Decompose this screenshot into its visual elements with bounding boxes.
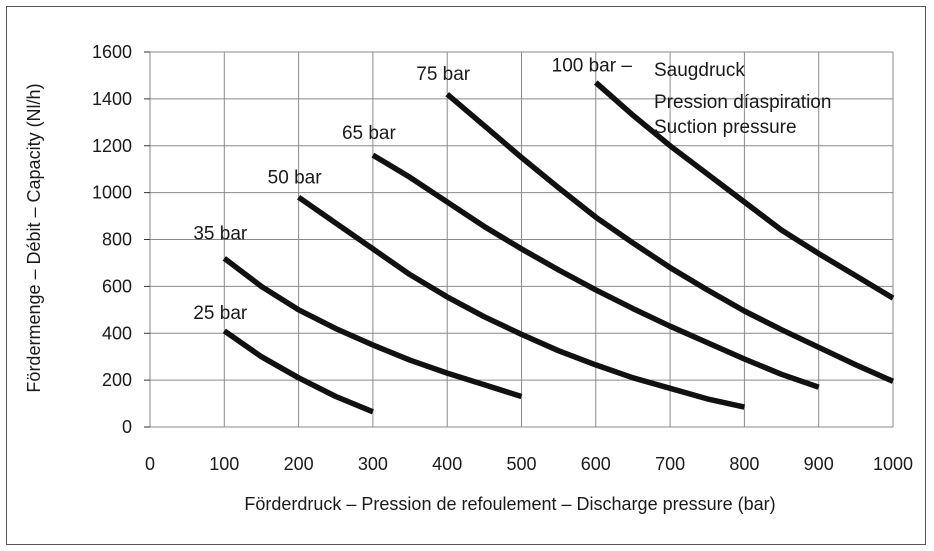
y-tick-label: 800 [102,230,132,250]
gridlines [144,51,894,428]
series-labels: 25 bar 35 bar 50 bar 65 bar 75 bar 100 bar – [193,55,632,323]
y-tick-label: 1000 [92,183,132,203]
y-tick-label: 600 [102,276,132,296]
y-tick-labels: 0 200 400 600 800 1000 1200 1400 1600 [92,42,132,437]
legend-line-3: Suction pressure [654,117,797,138]
series-label: 50 bar [268,167,323,188]
series-line [371,152,820,390]
series-line [593,80,895,301]
y-tick-label: 400 [102,323,132,343]
series-label: 100 bar – [552,55,633,76]
x-tick-label: 800 [729,454,759,474]
x-tick-label: 1000 [873,454,913,474]
y-tick-label: 200 [102,370,132,390]
series-line [297,195,745,410]
legend-line-1: Saugdruck [654,60,745,81]
curves [222,80,895,415]
legend-line-2: Pression díaspiration [654,92,831,113]
series-label: 75 bar [416,64,471,85]
x-axis-label: Förderdruck – Pression de refoulement – … [244,494,775,514]
series-label: 25 bar [193,303,248,324]
x-tick-label: 200 [284,454,314,474]
x-tick-label: 900 [804,454,834,474]
y-tick-label: 1400 [92,89,132,109]
y-tick-label: 1600 [92,42,132,62]
series-label: 35 bar [193,223,248,244]
x-tick-label: 700 [655,454,685,474]
x-tick-label: 500 [506,454,536,474]
x-tick-label: 0 [145,454,155,474]
x-tick-label: 600 [581,454,611,474]
y-tick-label: 1200 [92,136,132,156]
x-tick-labels: 0 100 200 300 400 500 600 700 800 900 1000 [145,454,913,474]
x-tick-label: 400 [432,454,462,474]
y-axis-label: Fördermenge – Débit – Capacity (Nl/h) [24,83,44,392]
x-tick-label: 100 [209,454,239,474]
series-label: 65 bar [342,123,397,144]
y-tick-label: 0 [122,417,132,437]
x-tick-label: 300 [358,454,388,474]
chart-frame [6,6,926,545]
series-line [222,328,374,415]
series-line [445,92,895,384]
series-line [222,256,523,400]
